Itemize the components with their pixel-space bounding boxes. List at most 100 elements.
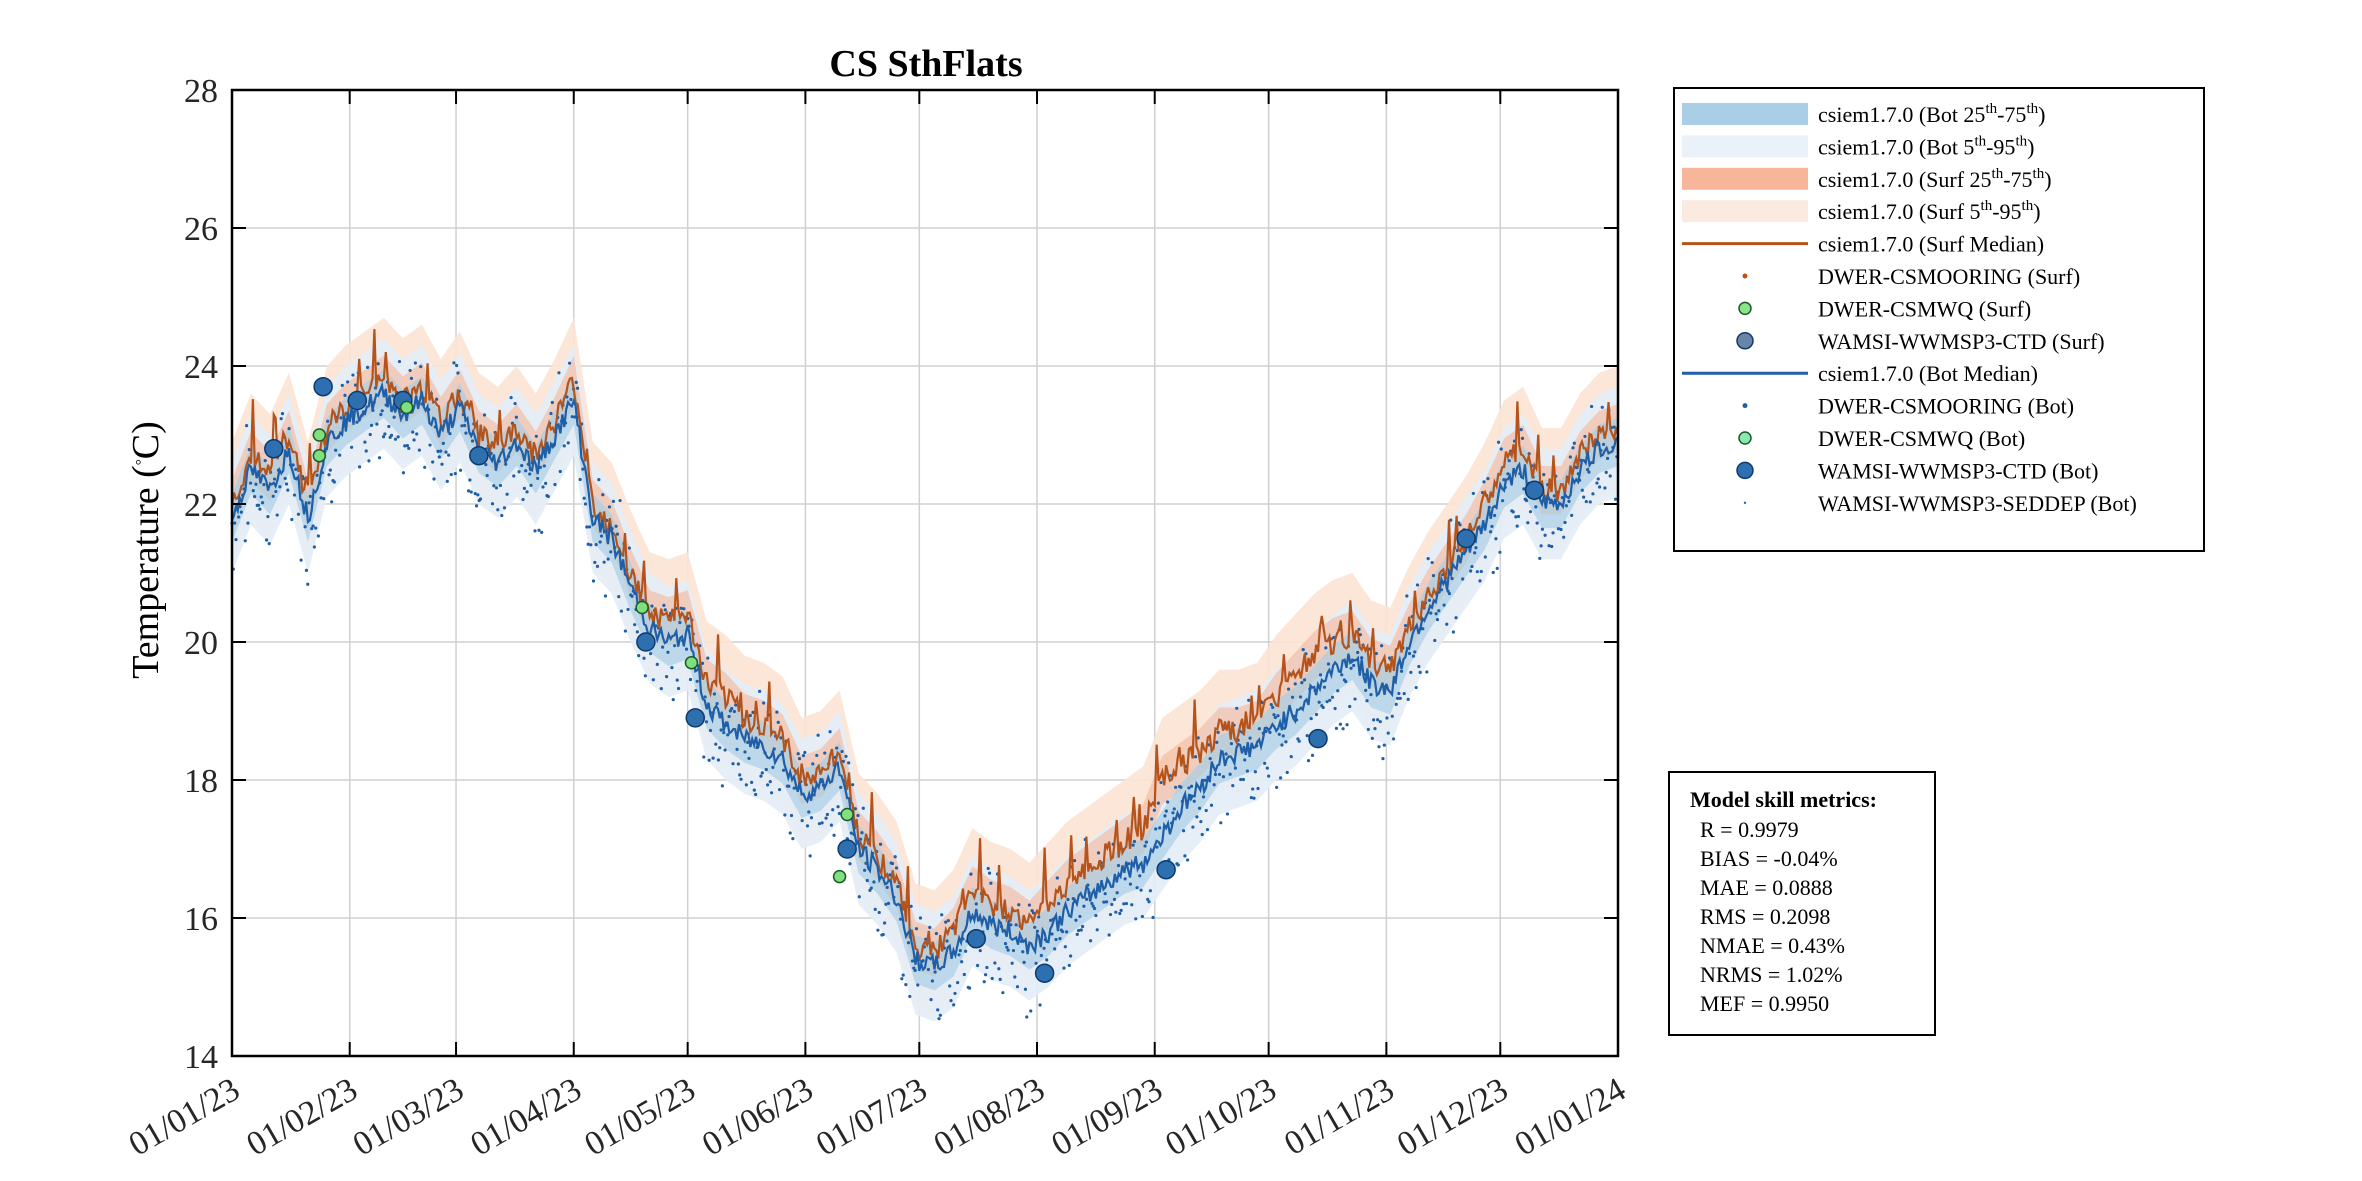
mooring-bot-point <box>553 482 557 487</box>
mooring-bot-point <box>1290 695 1295 699</box>
mooring-bot-point <box>1340 673 1344 677</box>
mooring-bot-point <box>405 444 410 448</box>
observation-markers <box>264 376 1545 983</box>
mooring-bot-point <box>1154 827 1158 831</box>
mooring-bot-point <box>1587 470 1591 474</box>
mooring-bot-point <box>811 762 815 766</box>
mooring-bot-point <box>1055 876 1059 880</box>
mooring-bot-point <box>672 644 677 648</box>
mooring-bot-point <box>1205 827 1210 832</box>
mooring-bot-point <box>882 921 887 925</box>
mooring-bot-point <box>381 435 386 439</box>
legend-label: csiem1.7.0 (Bot 25th-75th) <box>1818 101 2045 127</box>
mooring-bot-point <box>482 413 487 417</box>
mooring-bot-point <box>832 833 836 837</box>
mooring-bot-point <box>908 994 912 999</box>
mooring-bot-point <box>825 812 830 817</box>
mooring-bot-point <box>1580 488 1584 492</box>
mooring-bot-point <box>1062 966 1066 970</box>
mooring-bot-point <box>1325 700 1329 704</box>
mooring-bot-point <box>368 432 372 437</box>
mooring-bot-point <box>1411 654 1416 658</box>
mooring-bot-point <box>1151 915 1155 920</box>
mooring-bot-point <box>379 412 383 417</box>
mooring-bot-point <box>623 629 627 633</box>
mooring-bot-point <box>589 543 593 547</box>
mooring-bot-point <box>1108 912 1113 917</box>
mooring-bot-point <box>1159 780 1163 785</box>
mooring-bot-point <box>1535 521 1539 525</box>
mooring-bot-point <box>1302 678 1307 682</box>
mooring-bot-point <box>609 550 613 554</box>
mooring-bot-point <box>964 949 968 953</box>
mooring-bot-point <box>334 448 338 452</box>
mooring-bot-point <box>1271 705 1275 710</box>
mooring-bot-point <box>343 393 347 397</box>
mooring-bot-point <box>1247 698 1251 702</box>
mooring-bot-point <box>956 981 960 985</box>
mooring-bot-point <box>1435 618 1440 622</box>
mooring-bot-point <box>807 810 811 814</box>
legend-label: DWER-CSMWQ (Surf) <box>1818 296 2031 321</box>
mooring-bot-point <box>380 409 384 413</box>
mooring-bot-point <box>316 534 320 538</box>
mooring-bot-point <box>574 380 578 384</box>
mooring-bot-point <box>1257 727 1261 731</box>
y-tick-label: 22 <box>184 487 218 524</box>
mooring-bot-point <box>1301 647 1305 652</box>
mooring-bot-point <box>445 479 449 483</box>
mooring-bot-point <box>1496 440 1501 444</box>
mooring-bot-point <box>678 620 682 625</box>
mooring-bot-point <box>1245 769 1249 773</box>
mooring-bot-point <box>1474 546 1478 550</box>
mooring-bot-point <box>817 822 822 826</box>
mooring-bot-point <box>659 687 663 691</box>
mooring-bot-point <box>1309 716 1313 721</box>
mooring-bot-point <box>1114 910 1118 914</box>
mooring-bot-point <box>888 873 892 877</box>
mooring-bot-point <box>376 362 380 366</box>
mooring-bot-point <box>744 783 748 787</box>
mooring-bot-point <box>1128 882 1133 886</box>
mooring-bot-point <box>758 689 762 694</box>
bot-median-line <box>230 381 1619 972</box>
mooring-bot-point <box>284 482 289 486</box>
mooring-bot-point <box>1166 800 1170 804</box>
mooring-bot-point <box>314 526 318 530</box>
mooring-bot-point <box>469 490 473 494</box>
y-tick-label: 16 <box>184 901 218 938</box>
mooring-bot-point <box>671 698 675 702</box>
mooring-bot-point <box>714 742 718 746</box>
mooring-bot-point <box>1269 702 1273 707</box>
mooring-bot-point <box>1314 712 1319 717</box>
mooring-bot-point <box>945 939 949 943</box>
mooring-bot-point <box>881 932 885 937</box>
mooring-bot-point <box>716 758 721 762</box>
mooring-bot-point <box>1547 544 1551 548</box>
mooring-bot-point <box>1395 696 1400 700</box>
legend-label: csiem1.7.0 (Surf Median) <box>1818 232 2044 257</box>
mooring-bot-point <box>840 749 844 754</box>
skill-metric-line: R = 0.9979 <box>1700 817 1799 842</box>
mooring-bot-point <box>1124 901 1129 906</box>
mooring-bot-point <box>1058 937 1062 941</box>
mooring-bot-point <box>1498 550 1502 554</box>
mooring-bot-point <box>243 539 247 543</box>
mooring-bot-point <box>1065 930 1069 934</box>
mooring-bot-point <box>1369 693 1373 697</box>
mooring-bot-point <box>524 469 528 473</box>
y-tick-label: 20 <box>184 625 218 662</box>
mooring-bot-point <box>1138 874 1142 878</box>
mooring-bot-point <box>787 784 791 788</box>
ctd-bot-marker <box>347 390 368 411</box>
mooring-bot-point <box>791 837 795 841</box>
mooring-bot-point <box>1447 592 1452 596</box>
mooring-bot-point <box>953 991 957 996</box>
mooring-bot-point <box>1382 743 1386 747</box>
mooring-bot-point <box>1104 900 1109 904</box>
mooring-bot-point <box>702 755 706 759</box>
mooring-bot-point <box>1146 897 1150 901</box>
mooring-bot-point <box>974 902 978 906</box>
mooring-bot-point <box>509 396 513 400</box>
mooring-bot-point <box>1249 795 1253 800</box>
